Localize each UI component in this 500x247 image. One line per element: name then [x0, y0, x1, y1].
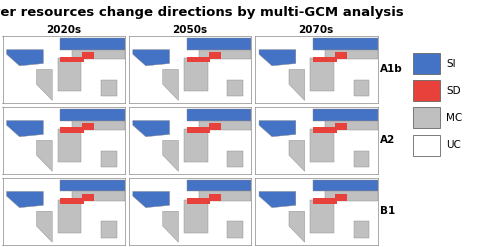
Polygon shape [36, 140, 52, 171]
Polygon shape [289, 140, 304, 171]
Polygon shape [186, 109, 252, 121]
Text: SD: SD [446, 86, 460, 96]
Polygon shape [289, 211, 304, 242]
Polygon shape [310, 129, 334, 162]
Polygon shape [72, 121, 125, 130]
Polygon shape [186, 38, 252, 50]
Polygon shape [60, 57, 84, 62]
Polygon shape [313, 198, 336, 204]
Text: MC: MC [446, 113, 462, 123]
Polygon shape [310, 200, 334, 233]
Polygon shape [163, 140, 178, 171]
Polygon shape [259, 121, 296, 137]
Polygon shape [60, 198, 84, 204]
Polygon shape [259, 191, 296, 208]
Polygon shape [82, 194, 94, 201]
Polygon shape [354, 151, 369, 167]
Polygon shape [6, 50, 44, 66]
Text: 2070s: 2070s [298, 25, 334, 35]
Polygon shape [186, 127, 210, 133]
Polygon shape [198, 50, 252, 59]
Polygon shape [310, 58, 334, 91]
Polygon shape [133, 121, 170, 137]
Polygon shape [72, 191, 125, 201]
Polygon shape [208, 194, 220, 201]
Polygon shape [186, 180, 252, 191]
Polygon shape [228, 222, 243, 238]
Text: 2020s: 2020s [46, 25, 82, 35]
Text: Water resources change directions by multi-GCM analysis: Water resources change directions by mul… [0, 6, 404, 19]
Polygon shape [186, 57, 210, 62]
Polygon shape [228, 80, 243, 96]
Polygon shape [36, 69, 52, 100]
Polygon shape [184, 200, 208, 233]
Polygon shape [313, 109, 378, 121]
Polygon shape [186, 198, 210, 204]
Polygon shape [354, 222, 369, 238]
Polygon shape [259, 50, 296, 66]
Text: SI: SI [446, 59, 456, 69]
Text: B1: B1 [380, 206, 395, 216]
Polygon shape [198, 121, 252, 130]
Polygon shape [228, 151, 243, 167]
Polygon shape [60, 38, 125, 50]
Polygon shape [324, 50, 378, 59]
Polygon shape [101, 80, 116, 96]
Polygon shape [72, 50, 125, 59]
Polygon shape [101, 151, 116, 167]
Polygon shape [82, 52, 94, 59]
Polygon shape [60, 127, 84, 133]
Polygon shape [335, 52, 347, 59]
Polygon shape [289, 69, 304, 100]
Polygon shape [60, 180, 125, 191]
Text: 2050s: 2050s [172, 25, 208, 35]
Polygon shape [313, 38, 378, 50]
Polygon shape [6, 121, 44, 137]
Polygon shape [101, 222, 116, 238]
Polygon shape [36, 211, 52, 242]
Polygon shape [58, 200, 82, 233]
Polygon shape [184, 58, 208, 91]
Polygon shape [208, 52, 220, 59]
Polygon shape [354, 80, 369, 96]
Polygon shape [335, 123, 347, 130]
Polygon shape [208, 123, 220, 130]
Polygon shape [58, 129, 82, 162]
Polygon shape [184, 129, 208, 162]
Polygon shape [335, 194, 347, 201]
Polygon shape [133, 50, 170, 66]
Polygon shape [324, 121, 378, 130]
Polygon shape [313, 180, 378, 191]
Polygon shape [6, 191, 44, 208]
Polygon shape [313, 127, 336, 133]
Polygon shape [163, 69, 178, 100]
Polygon shape [82, 123, 94, 130]
Polygon shape [60, 109, 125, 121]
Polygon shape [58, 58, 82, 91]
Polygon shape [163, 211, 178, 242]
Text: UC: UC [446, 140, 461, 150]
Polygon shape [198, 191, 252, 201]
Polygon shape [133, 191, 170, 208]
Polygon shape [313, 57, 336, 62]
Polygon shape [324, 191, 378, 201]
Text: A2: A2 [380, 135, 395, 145]
Text: A1b: A1b [380, 64, 403, 74]
